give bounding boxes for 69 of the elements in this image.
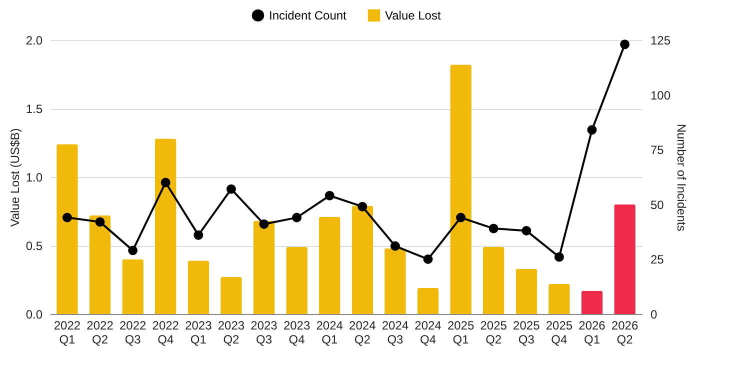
bar (220, 277, 242, 314)
bar (417, 288, 439, 314)
y-tick-label: 2.0 (26, 34, 43, 48)
y2-tick-label: 75 (650, 143, 664, 158)
x-tick-label: 2023 Q4 (283, 318, 310, 346)
bar (286, 246, 308, 314)
y-tick-label: 0.0 (26, 308, 43, 322)
point (390, 241, 400, 251)
bar (614, 204, 636, 314)
legend-label: Value Lost (385, 8, 442, 22)
x-tick-label: 2023 Q1 (185, 318, 212, 346)
bar (154, 138, 176, 314)
point (423, 254, 433, 264)
bar (188, 260, 210, 314)
y-tick-label: 0.5 (26, 239, 43, 253)
point (194, 230, 204, 240)
x-tick-label: 2025 Q3 (513, 318, 540, 346)
x-tick-label: 2024 Q2 (349, 318, 376, 346)
point (259, 219, 269, 229)
bar (516, 268, 538, 314)
x-tick-label: 2022 Q1 (54, 318, 81, 346)
point (522, 226, 532, 236)
bar (253, 220, 275, 314)
x-tick-label: 2026 Q1 (578, 318, 606, 346)
point (62, 212, 72, 222)
y2-axis-title: Number of Incidents (674, 124, 689, 232)
y2-tick-label: 125 (650, 34, 671, 48)
bar (548, 284, 570, 314)
point (128, 246, 138, 256)
point (358, 202, 368, 212)
bar (482, 246, 504, 314)
y2-tick-label: 25 (650, 252, 664, 267)
x-tick-label: 2023 Q2 (218, 318, 245, 346)
bar (56, 144, 78, 314)
y2-tick-label: 100 (650, 88, 671, 102)
x-tick-label: 2022 Q4 (152, 318, 180, 346)
point (456, 212, 466, 222)
point (160, 178, 170, 188)
point (95, 217, 105, 227)
x-tick-label: 2024 Q4 (414, 318, 442, 346)
legend-label: Incident Count (269, 8, 348, 22)
point (587, 125, 597, 135)
bar (384, 248, 406, 314)
point (620, 40, 630, 50)
x-tick-label: 2026 Q2 (611, 318, 638, 346)
x-tick-label: 2024 Q3 (382, 318, 409, 346)
point (488, 224, 498, 234)
bar (122, 259, 144, 314)
x-tick-label: 2025 Q2 (480, 318, 508, 346)
x-tick-label: 2025 Q4 (546, 318, 573, 346)
bar (89, 215, 111, 314)
x-tick-label: 2024 Q1 (316, 318, 344, 346)
y2-tick-label: 0 (650, 308, 658, 322)
point (292, 212, 302, 222)
point (226, 184, 236, 194)
x-tick-label: 2022 Q2 (86, 318, 114, 346)
x-tick-label: 2025 Q1 (447, 318, 474, 346)
y-tick-label: 1.5 (26, 102, 43, 116)
bar (450, 64, 472, 314)
y2-tick-label: 50 (650, 198, 664, 212)
point (324, 190, 334, 200)
bar (581, 290, 603, 314)
y-tick-label: 1.0 (26, 170, 43, 184)
x-tick-label: 2023 Q3 (250, 318, 278, 346)
bar (318, 216, 340, 314)
x-tick-label: 2022 Q3 (119, 318, 146, 346)
bar (352, 206, 374, 314)
point (554, 252, 564, 262)
y-axis-title: Value Lost (US$B) (8, 128, 22, 227)
